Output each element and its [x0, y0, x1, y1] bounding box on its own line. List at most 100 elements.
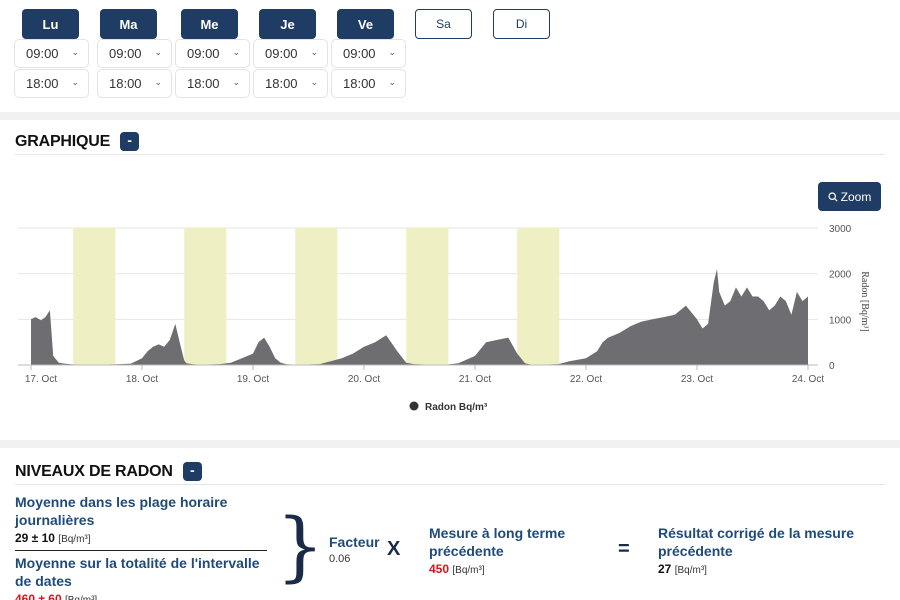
time-select-start[interactable]: 09:00 ⌄ — [331, 39, 406, 68]
result-label: Résultat corrigé de la mesure précédente — [658, 525, 855, 559]
legend-marker — [409, 401, 419, 411]
levels-title-divider — [15, 484, 885, 485]
hours-average-value: 29 ± 10 — [15, 531, 55, 545]
chevron-down-icon: ⌄ — [154, 47, 162, 57]
chevron-down-icon: ⌄ — [71, 77, 79, 87]
overall-average-unit: [Bq/m³] — [65, 595, 97, 600]
x-tick-label: 19. Oct — [237, 374, 269, 385]
time-value: 09:00 — [109, 46, 142, 61]
graph-section: GRAPHIQUE - Zoom 17. Oct 18. Oct 19. Oct 20… — [0, 120, 900, 440]
time-value: 18:00 — [187, 76, 220, 91]
time-value: 18:00 — [26, 76, 59, 91]
time-value: 09:00 — [26, 46, 59, 61]
time-select-end[interactable]: 18:00 ⌄ — [253, 69, 328, 98]
day-button-lu[interactable]: Lu — [22, 9, 79, 39]
result-block: Résultat corrigé de la mesure précédente… — [658, 524, 883, 576]
day-button-ma[interactable]: Ma — [100, 9, 157, 39]
search-icon — [828, 191, 838, 202]
radon-levels-section: NIVEAUX DE RADON - Moyenne dans les plag… — [0, 448, 900, 600]
weekday-band — [406, 228, 449, 365]
y-axis-title: Radon [Bq/m³] — [859, 271, 870, 332]
weekday-band — [295, 228, 338, 365]
factor-value: 0.06 — [329, 553, 351, 565]
result-unit: [Bq/m³] — [674, 565, 707, 576]
multiply-symbol: X — [387, 538, 401, 560]
radon-chart: 17. Oct 18. Oct 19. Oct 20. Oct 21. Oct 22. O… — [18, 224, 870, 413]
chevron-down-icon: ⌄ — [232, 47, 240, 57]
result-value-row: 27 [Bq/m³] — [658, 562, 883, 576]
levels-title: NIVEAUX DE RADON — [15, 462, 173, 480]
factor-label: Facteur — [329, 534, 380, 550]
average-divider — [15, 550, 267, 551]
time-select-end[interactable]: 18:00 ⌄ — [97, 69, 172, 98]
chevron-down-icon: ⌄ — [154, 77, 162, 87]
day-button-je[interactable]: Je — [259, 9, 316, 39]
hours-average-unit: [Bq/m³] — [58, 534, 91, 545]
day-button-sa[interactable]: Sa — [415, 9, 472, 39]
time-value: 18:00 — [109, 76, 142, 91]
levels-collapse-button[interactable]: - — [182, 462, 202, 481]
time-select-start[interactable]: 09:00 ⌄ — [97, 39, 172, 68]
long-term-value-row: 450 [Bq/m³] — [429, 562, 579, 576]
overall-average-value-row: 460 ± 60 [Bq/m³] — [15, 592, 270, 600]
graph-title-divider — [15, 154, 885, 155]
x-tick-label: 24. Oct — [792, 374, 824, 385]
day-schedule-panel: Lu 09:00 ⌄ 18:00 ⌄ Ma 09:00 ⌄ 18:00 ⌄ Me 09:00 ⌄ 18:0… — [0, 0, 900, 112]
curly-brace: } — [276, 501, 325, 590]
time-value: 09:00 — [343, 46, 376, 61]
zoom-label: Zoom — [840, 189, 872, 204]
chevron-down-icon: ⌄ — [310, 47, 318, 57]
time-select-end[interactable]: 18:00 ⌄ — [175, 69, 250, 98]
result-value: 27 — [658, 562, 672, 576]
graph-collapse-button[interactable]: - — [120, 132, 140, 151]
time-value: 18:00 — [265, 76, 298, 91]
y-tick-label: 3000 — [829, 224, 852, 235]
x-tick-label: 22. Oct — [570, 374, 602, 385]
weekday-band — [184, 228, 227, 365]
day-button-me[interactable]: Me — [181, 9, 238, 39]
chevron-down-icon: ⌄ — [71, 47, 79, 57]
long-term-block: Mesure à long terme précédente 450 [Bq/m… — [429, 524, 579, 576]
time-value: 09:00 — [265, 46, 298, 61]
legend-label: Radon Bq/m³ — [425, 402, 488, 413]
x-tick-label: 20. Oct — [348, 374, 380, 385]
chevron-down-icon: ⌄ — [310, 77, 318, 87]
long-term-unit: [Bq/m³] — [452, 565, 485, 576]
graph-title-row: GRAPHIQUE - — [15, 132, 140, 151]
overall-average-label: Moyenne sur la totalité de l'intervalle … — [15, 555, 260, 589]
overall-average-block: Moyenne sur la totalité de l'intervalle … — [15, 554, 270, 600]
levels-title-row: NIVEAUX DE RADON - — [15, 462, 202, 481]
day-button-di[interactable]: Di — [493, 9, 550, 39]
time-select-end[interactable]: 18:00 ⌄ — [14, 69, 89, 98]
weekday-band — [73, 228, 116, 365]
hours-average-value-row: 29 ± 10 [Bq/m³] — [15, 531, 270, 545]
weekday-band — [517, 228, 560, 365]
x-tick-label: 21. Oct — [459, 374, 491, 385]
hours-average-block: Moyenne dans les plage horaire journaliè… — [15, 493, 270, 545]
chevron-down-icon: ⌄ — [388, 77, 396, 87]
time-value: 18:00 — [343, 76, 376, 91]
hours-average-label: Moyenne dans les plage horaire journaliè… — [15, 494, 228, 528]
time-select-start[interactable]: 09:00 ⌄ — [175, 39, 250, 68]
radon-area-series — [31, 269, 808, 365]
x-tick-label: 17. Oct — [25, 374, 57, 385]
day-button-ve[interactable]: Ve — [337, 9, 394, 39]
time-select-end[interactable]: 18:00 ⌄ — [331, 69, 406, 98]
chevron-down-icon: ⌄ — [388, 47, 396, 57]
time-select-start[interactable]: 09:00 ⌄ — [253, 39, 328, 68]
graph-title: GRAPHIQUE — [15, 132, 111, 150]
y-tick-label: 0 — [829, 361, 835, 372]
long-term-label: Mesure à long terme précédente — [429, 525, 566, 559]
equals-symbol: = — [618, 538, 630, 560]
zoom-button[interactable]: Zoom — [818, 182, 881, 211]
long-term-value: 450 — [429, 562, 450, 576]
overall-average-value: 460 ± 60 — [15, 592, 62, 600]
x-tick-label: 18. Oct — [126, 374, 158, 385]
time-value: 09:00 — [187, 46, 220, 61]
y-tick-label: 2000 — [829, 270, 852, 281]
y-tick-label: 1000 — [829, 315, 852, 326]
chevron-down-icon: ⌄ — [232, 77, 240, 87]
factor-block: Facteur 0.06 — [329, 534, 380, 565]
time-select-start[interactable]: 09:00 ⌄ — [14, 39, 89, 68]
x-tick-label: 23. Oct — [681, 374, 713, 385]
